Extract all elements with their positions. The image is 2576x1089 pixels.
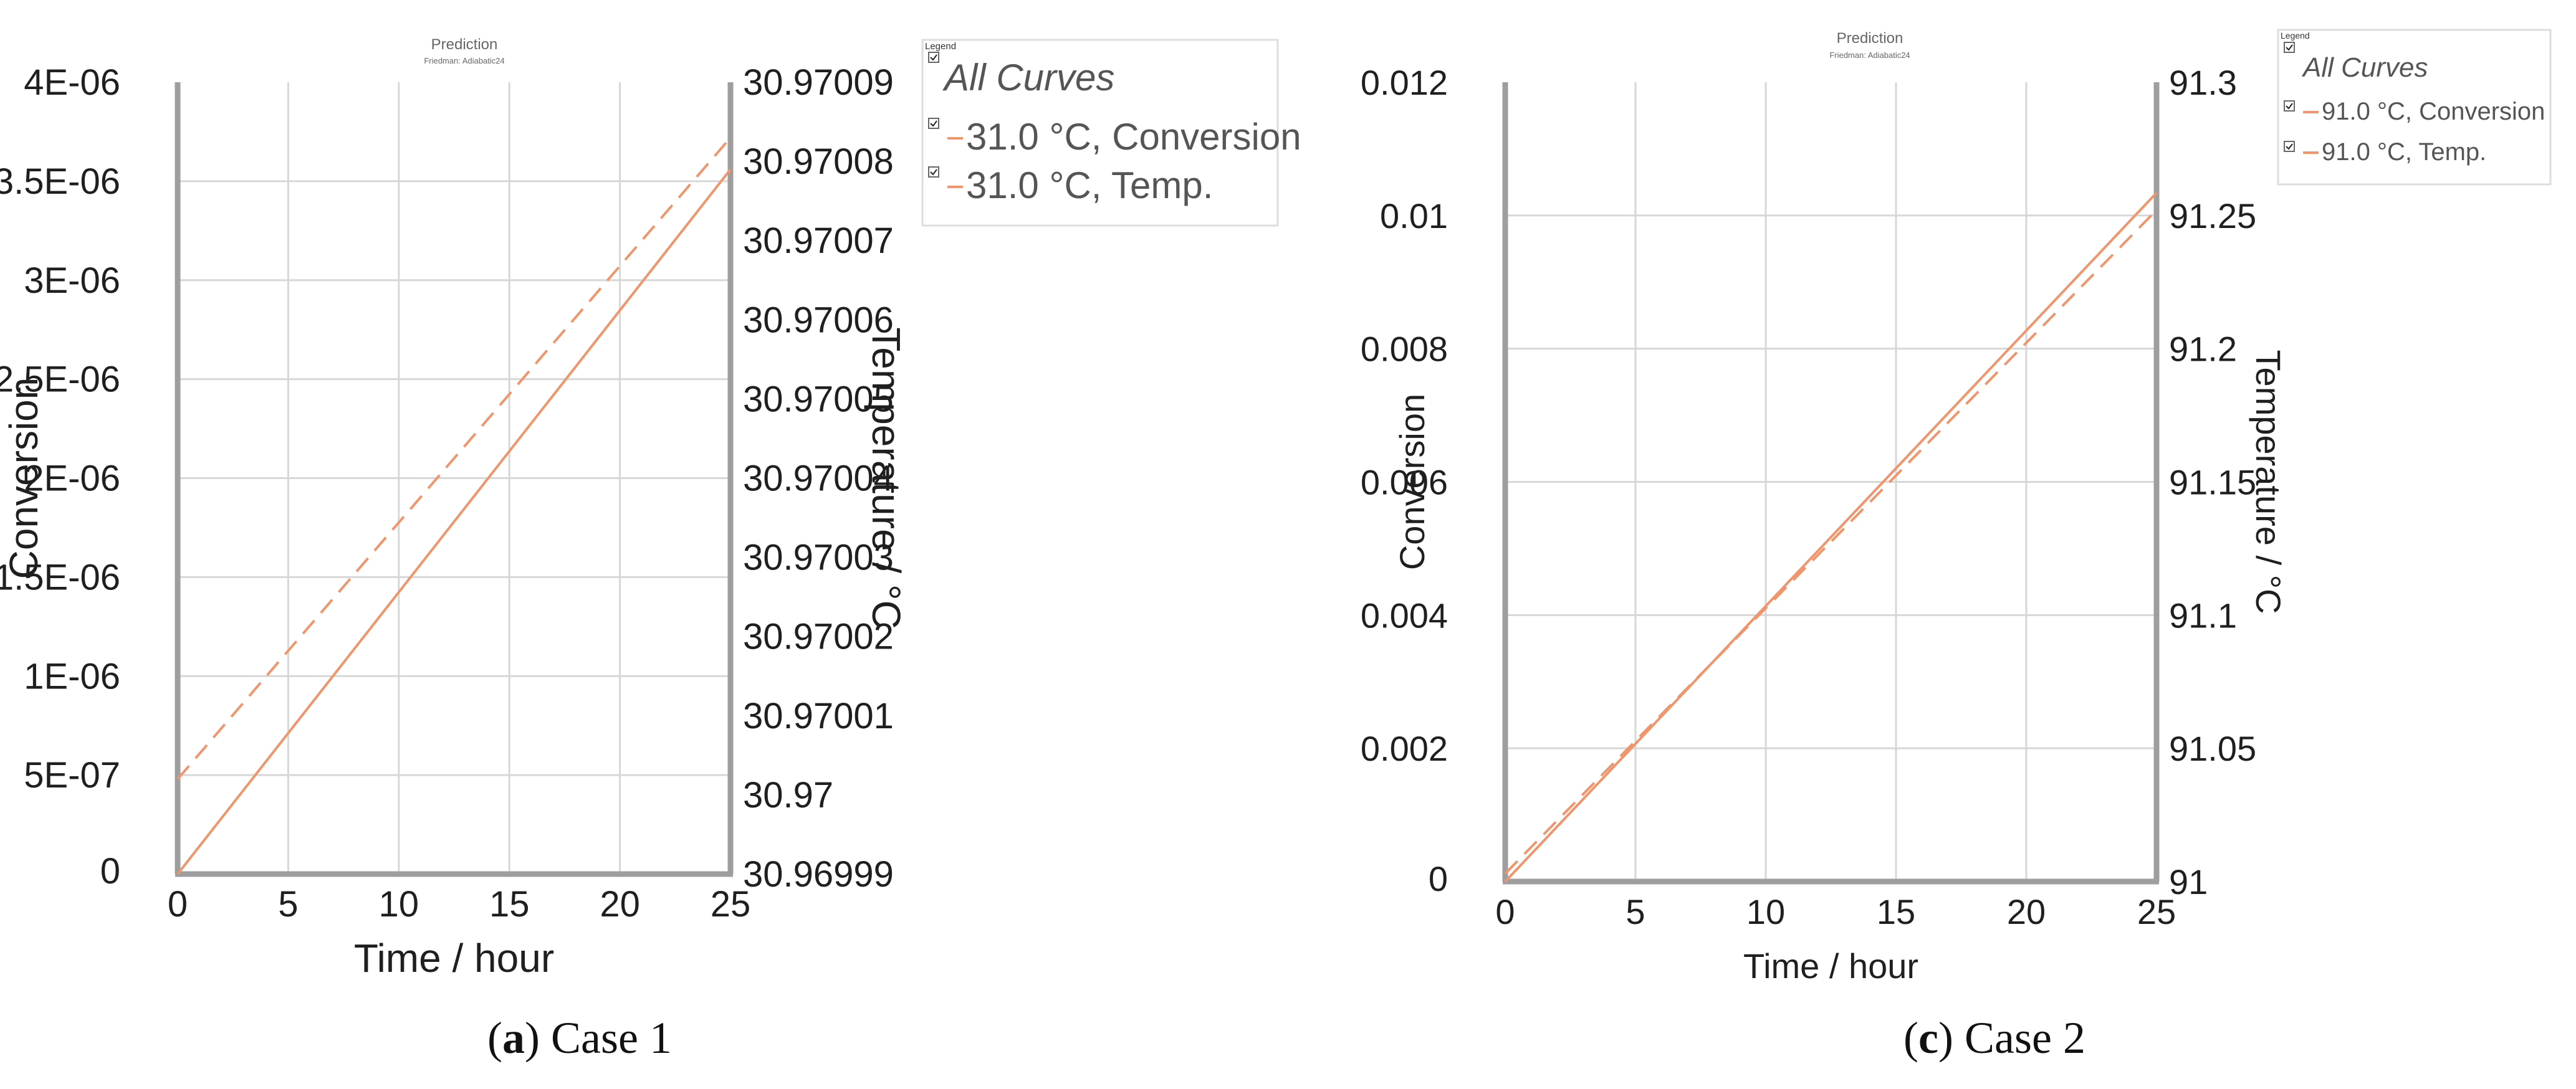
y2-tick-label: 30.97005 bbox=[743, 379, 894, 419]
legend-checkbox-all bbox=[928, 52, 939, 63]
y2-tick-label: 91.05 bbox=[2169, 729, 2256, 768]
x-tick-label: 0 bbox=[1495, 892, 1515, 931]
series-line-1 bbox=[176, 168, 732, 875]
y2-tick-label: 91.25 bbox=[2169, 196, 2256, 235]
caption-text: Case 1 bbox=[551, 1013, 672, 1063]
legend-checkbox-1-mark bbox=[2286, 103, 2293, 110]
caption-letter: a bbox=[502, 1013, 525, 1063]
y2-tick-label: 91.15 bbox=[2169, 463, 2256, 502]
y2-tick-label: 91.3 bbox=[2169, 63, 2237, 102]
y-tick-label: 0.006 bbox=[1361, 463, 1448, 502]
y2-tick-label: 30.96999 bbox=[743, 854, 894, 895]
x-tick-label: 15 bbox=[1877, 892, 1915, 931]
caption-paren-close: ) bbox=[525, 1013, 551, 1063]
x-axis-label: Time / hour bbox=[354, 936, 554, 981]
legend-entry-1: 91.0 °C, Conversion bbox=[2322, 98, 2545, 125]
legend: Legend All Curves 31.0 °C, Conversion 31.0 … bbox=[921, 39, 1301, 227]
legend: Legend All Curves 91.0 °C, Conversion 91.0 … bbox=[2277, 29, 2552, 186]
legend-all-curves: All Curves bbox=[942, 57, 1114, 98]
y-tick-label: 0.004 bbox=[1361, 596, 1448, 635]
y-tick-label: 3E-06 bbox=[24, 260, 120, 301]
legend-checkbox-2 bbox=[928, 166, 939, 178]
x-tick-label: 20 bbox=[2007, 892, 2046, 931]
legend-title: Legend bbox=[925, 41, 956, 52]
caption-paren-open: ( bbox=[1903, 1013, 1918, 1063]
chart-2: Prediction Friedman: Adiabatic24 0 5 10 15 20 2… bbox=[1361, 29, 2552, 1063]
caption-paren-open: ( bbox=[487, 1013, 502, 1063]
y2-tick-label: 30.97008 bbox=[743, 141, 894, 182]
y-tick-label: 4E-06 bbox=[24, 62, 120, 103]
y2-tick-label: 91 bbox=[2169, 862, 2208, 901]
x-tick-label: 25 bbox=[2137, 892, 2176, 931]
y-tick-label: 3.5E-06 bbox=[0, 161, 120, 202]
y2-axis-label: Temperature / °C bbox=[864, 327, 909, 629]
legend-entry-2: 31.0 °C, Temp. bbox=[966, 164, 1213, 206]
caption-letter: c bbox=[1918, 1013, 1938, 1063]
y-tick-label: 0 bbox=[100, 851, 120, 892]
legend-box bbox=[921, 39, 1279, 227]
legend-entry-2: 91.0 °C, Temp. bbox=[2322, 138, 2486, 166]
chart-subtitle: Friedman: Adiabatic24 bbox=[424, 56, 504, 65]
x-tick-label: 25 bbox=[711, 884, 751, 925]
y2-axis-label: Temperature / °C bbox=[2249, 350, 2288, 614]
legend-checkbox-1 bbox=[2284, 100, 2295, 112]
y-tick-label: 1.5E-06 bbox=[0, 557, 120, 597]
y2-tick-label: 30.97002 bbox=[743, 617, 894, 657]
legend-box bbox=[2277, 29, 2552, 186]
legend-entry-1: 31.0 °C, Conversion bbox=[966, 116, 1301, 158]
y-tick-label: 0.01 bbox=[1380, 196, 1448, 235]
legend-checkbox-2-mark bbox=[2286, 143, 2293, 150]
y-axis-label: Conversion bbox=[1, 378, 46, 579]
series-line-1 bbox=[1504, 192, 2158, 883]
y2-tick-label: 30.97004 bbox=[743, 459, 894, 499]
series-line-2 bbox=[176, 136, 732, 780]
y-tick-label: 0.008 bbox=[1361, 330, 1448, 369]
y-tick-label: 0.002 bbox=[1361, 729, 1448, 768]
x-tick-label: 15 bbox=[489, 884, 530, 925]
x-tick-label: 10 bbox=[1746, 892, 1785, 931]
chart-1: Prediction Friedman: Adiabatic24 0 5 10 15 20 2… bbox=[0, 36, 1301, 1063]
y-tick-label: 0.012 bbox=[1361, 63, 1448, 102]
y2-tick-label: 30.97006 bbox=[743, 300, 894, 340]
legend-checkbox-2 bbox=[2284, 141, 2295, 152]
y2-tick-label: 30.97009 bbox=[743, 62, 894, 103]
legend-checkbox-all bbox=[2284, 42, 2295, 53]
x-tick-label: 5 bbox=[278, 884, 298, 925]
chart-title: Prediction bbox=[431, 36, 498, 53]
caption-paren-close: ) bbox=[1938, 1013, 1965, 1063]
legend-checkbox-1 bbox=[928, 118, 939, 129]
x-axis-label: Time / hour bbox=[1743, 946, 1918, 986]
y2-tick-label: 30.97007 bbox=[743, 221, 894, 261]
x-tick-label: 20 bbox=[600, 884, 640, 925]
x-tick-label: 10 bbox=[379, 884, 419, 925]
legend-all-curves: All Curves bbox=[2301, 52, 2428, 83]
y2-tick-label: 30.97 bbox=[743, 775, 833, 816]
y2-tick-label: 91.1 bbox=[2169, 596, 2237, 635]
y2-tick-label: 30.97001 bbox=[743, 696, 894, 736]
chart-subtitle: Friedman: Adiabatic24 bbox=[1829, 50, 1910, 60]
y-tick-label: 2.5E-06 bbox=[0, 359, 120, 400]
x-tick-label: 0 bbox=[168, 884, 188, 925]
y-tick-label: 1E-06 bbox=[24, 656, 120, 697]
caption-text: Case 2 bbox=[1965, 1013, 2085, 1063]
y-tick-label: 0 bbox=[1429, 859, 1448, 898]
legend-checkbox-2-mark bbox=[930, 169, 937, 176]
legend-title: Legend bbox=[2281, 31, 2310, 40]
series-line-2 bbox=[1504, 209, 2158, 875]
y2-tick-label: 91.2 bbox=[2169, 330, 2237, 369]
y-tick-label: 5E-07 bbox=[24, 755, 120, 796]
legend-checkbox-all-mark bbox=[2286, 44, 2293, 51]
caption: (a) Case 1 bbox=[487, 1013, 672, 1063]
chart-title: Prediction bbox=[1837, 30, 1903, 47]
y-tick-label: 2E-06 bbox=[24, 459, 120, 499]
y2-tick-label: 30.97003 bbox=[743, 538, 894, 578]
x-tick-label: 5 bbox=[1626, 892, 1645, 931]
legend-checkbox-1-mark bbox=[930, 120, 937, 127]
caption: (c) Case 2 bbox=[1903, 1013, 2085, 1063]
legend-checkbox-all-mark bbox=[930, 54, 937, 61]
y-axis-label: Conversion bbox=[1392, 394, 1432, 570]
